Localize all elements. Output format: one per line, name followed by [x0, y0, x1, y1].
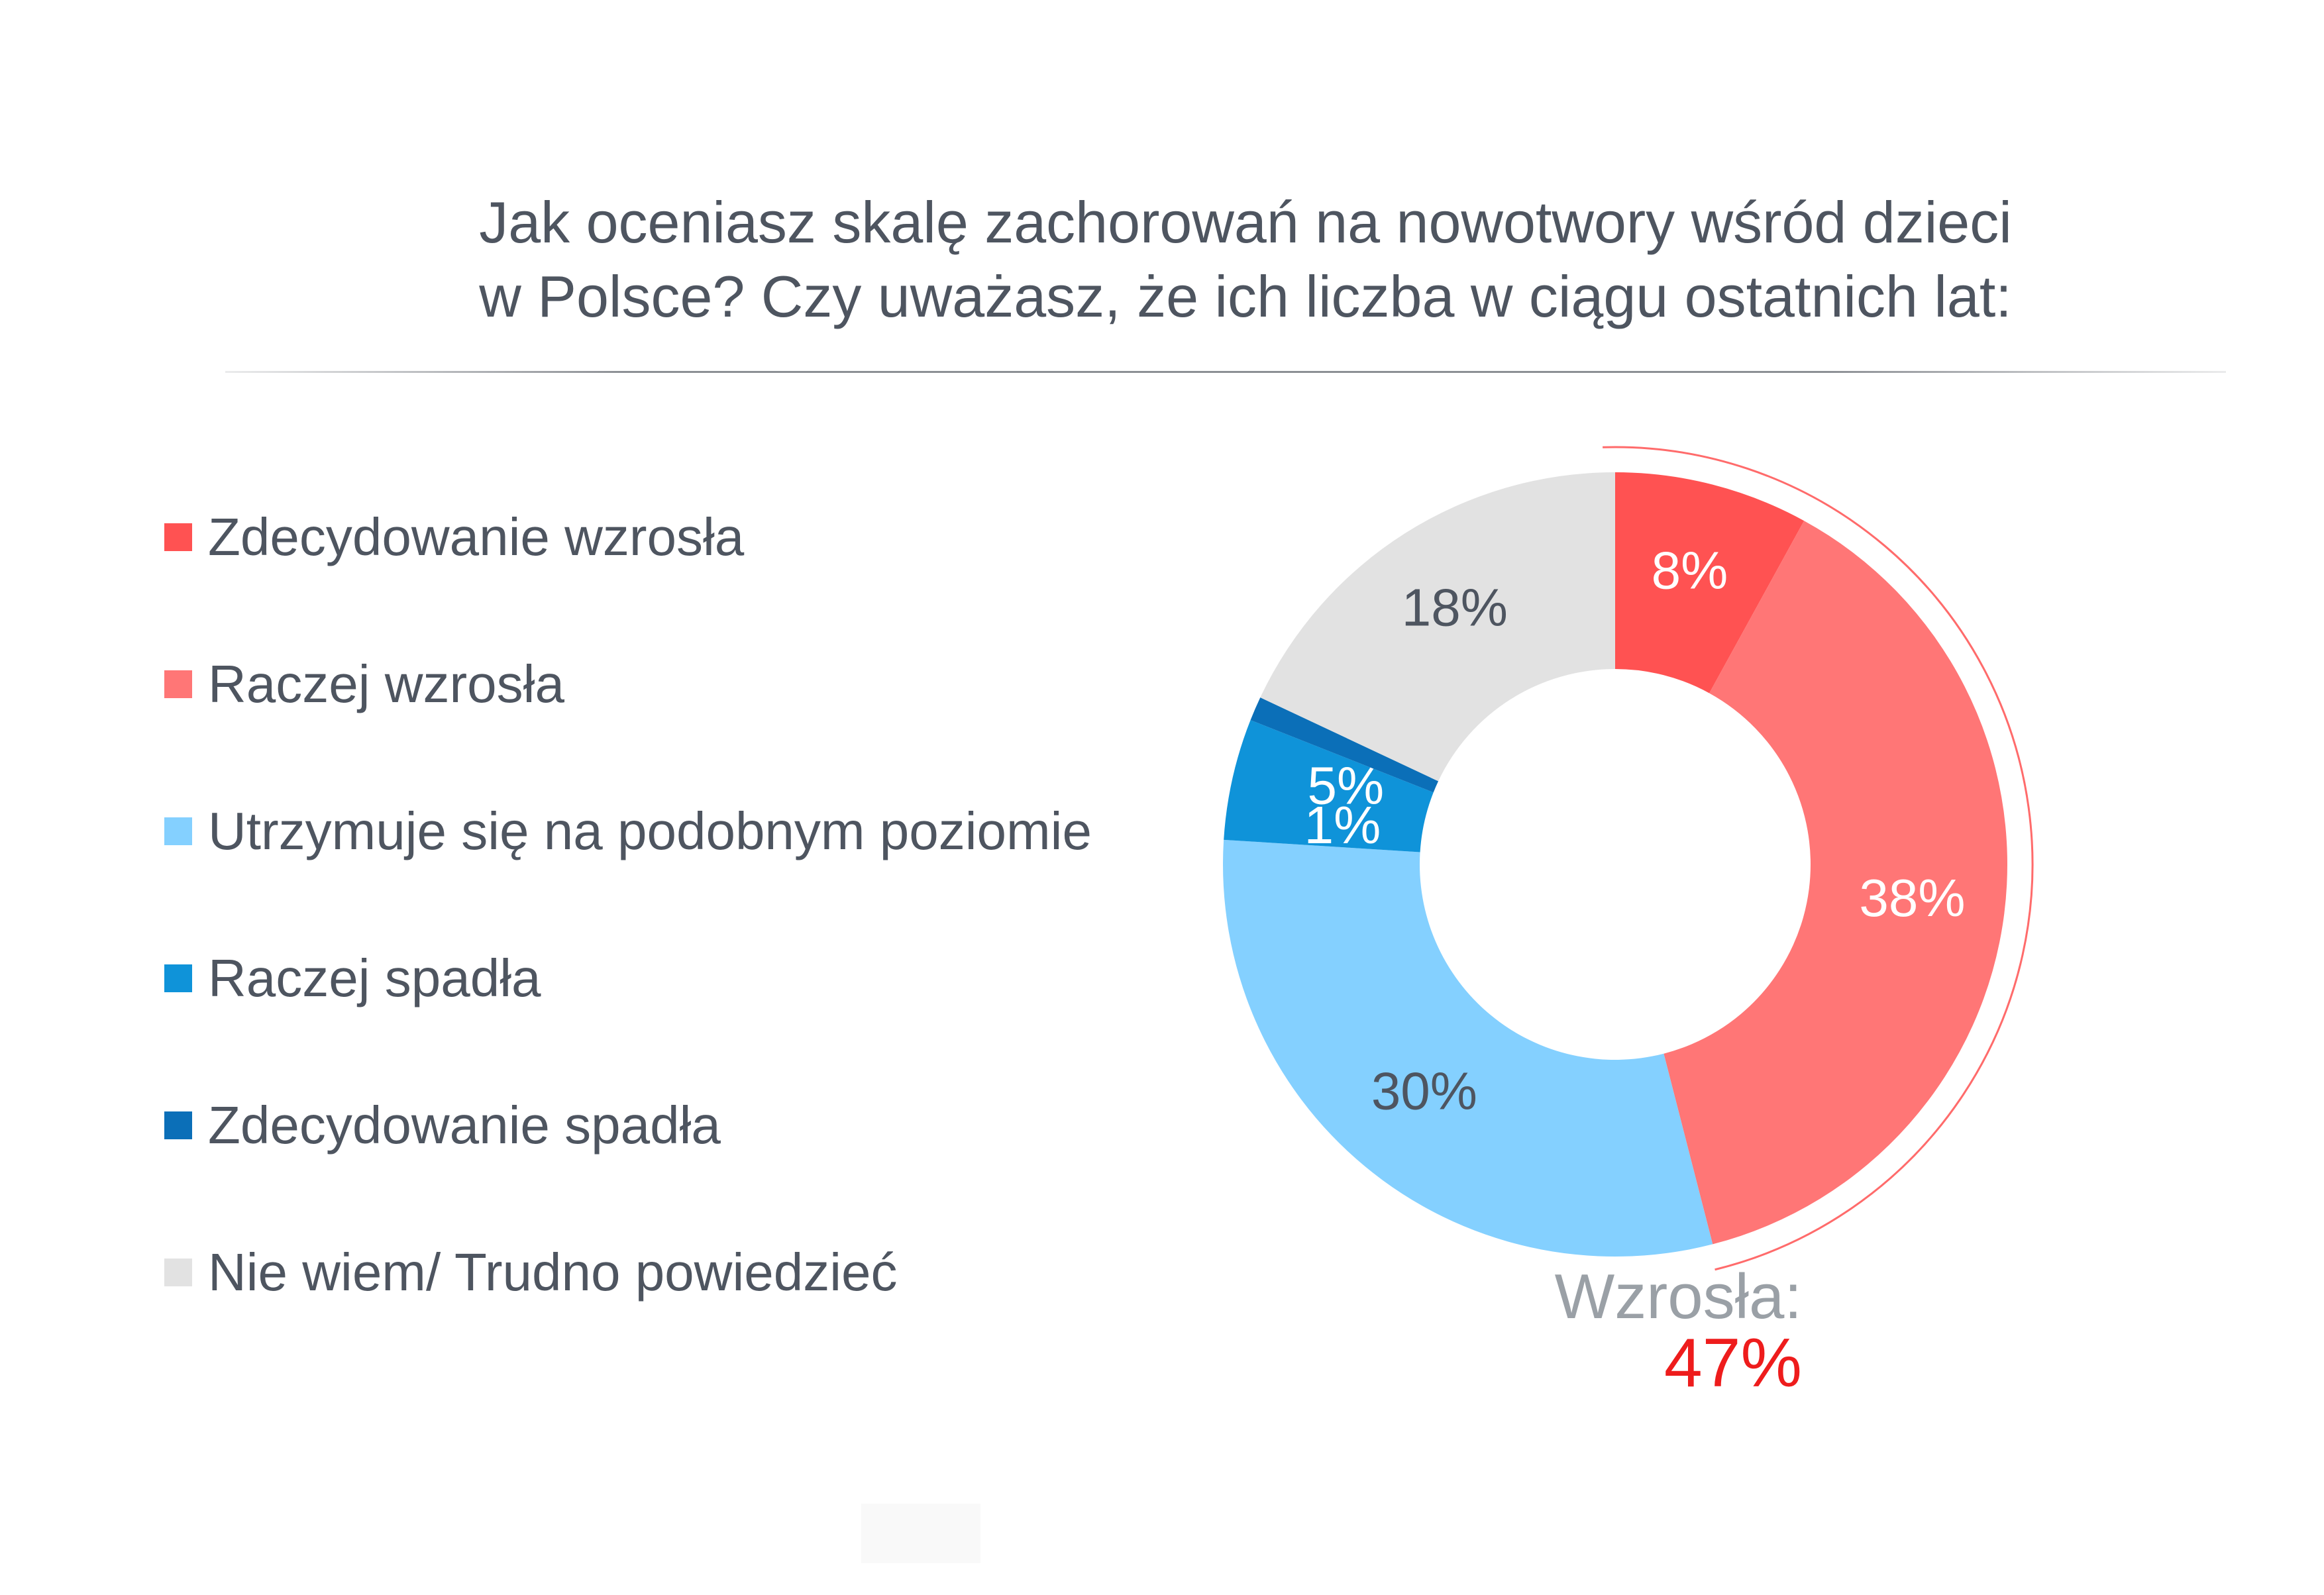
- legend-swatch: [164, 1111, 192, 1139]
- summary-callout: Wzrosła: 47%: [1524, 1265, 1802, 1398]
- legend-swatch: [164, 670, 192, 698]
- legend-label: Zdecydowanie wzrosła: [208, 507, 745, 566]
- summary-value: 47%: [1664, 1325, 1802, 1402]
- legend-label: Utrzymuje się na podobnym poziomie: [208, 801, 1092, 860]
- donut-slice-2: [1664, 521, 2007, 1245]
- legend: Zdecydowanie wzrosła Raczej wzrosła Utrz…: [164, 464, 1092, 1346]
- donut-slice-3: [1222, 839, 1713, 1257]
- legend-label: Zdecydowanie spadła: [208, 1096, 721, 1155]
- donut-slice-1: [1615, 472, 1805, 694]
- legend-swatch: [164, 1259, 192, 1286]
- legend-swatch: [164, 523, 192, 551]
- chart-title-line-1: Jak oceniasz skalę zachorowań na nowotwo…: [479, 189, 2012, 255]
- legend-swatch: [164, 817, 192, 845]
- legend-item-raczej-spadla: Raczej spadła: [164, 905, 1092, 1052]
- title-divider: [225, 371, 2226, 373]
- summary-label: Wzrosła:: [1554, 1261, 1802, 1332]
- legend-label: Raczej spadła: [208, 949, 541, 1007]
- legend-item-utrzymuje-sie: Utrzymuje się na podobnym poziomie: [164, 758, 1092, 905]
- slice-label-1: 8%: [1652, 540, 1728, 599]
- legend-label: Raczej wzrosła: [208, 654, 564, 713]
- chart-title-line-2: w Polsce? Czy uważasz, że ich liczba w c…: [479, 263, 2012, 329]
- slice-label-6: 18%: [1402, 578, 1508, 637]
- watermark-patch: [861, 1504, 980, 1563]
- legend-item-zdecydowanie-spadla: Zdecydowanie spadła: [164, 1052, 1092, 1199]
- donut-slice-4: [1224, 720, 1434, 852]
- slice-label-3: 30%: [1371, 1061, 1477, 1120]
- legend-item-nie-wiem: Nie wiem/ Trudno powiedzieć: [164, 1199, 1092, 1346]
- donut-slice-6: [1260, 472, 1615, 782]
- legend-label: Nie wiem/ Trudno powiedzieć: [208, 1243, 898, 1302]
- legend-swatch: [164, 964, 192, 992]
- slice-label-2: 38%: [1859, 868, 1965, 927]
- donut-slice-5: [1250, 697, 1439, 793]
- slice-label-5: 1%: [1304, 796, 1381, 854]
- increase-bracket-arc: [1603, 446, 2034, 1271]
- legend-item-zdecydowanie-wzrosla: Zdecydowanie wzrosła: [164, 464, 1092, 611]
- chart-title: Jak oceniasz skalę zachorowań na nowotwo…: [219, 185, 2272, 334]
- legend-item-raczej-wzrosla: Raczej wzrosła: [164, 611, 1092, 758]
